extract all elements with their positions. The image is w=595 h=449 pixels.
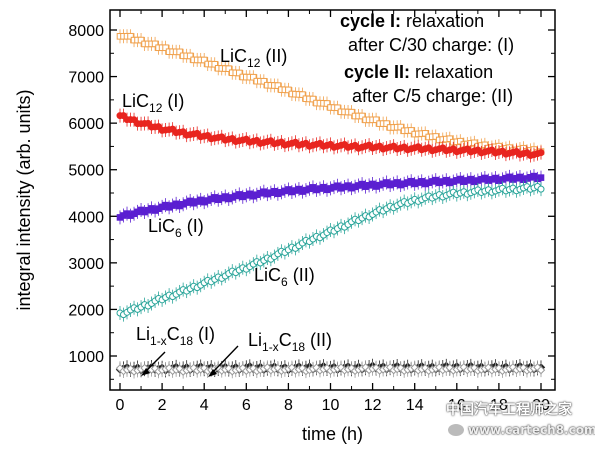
x-tick-label: 4 xyxy=(200,397,209,414)
data-point xyxy=(537,185,545,193)
data-point xyxy=(162,44,169,52)
x-axis: 0 2 4 6 8 10 12 14 16 18 20 xyxy=(116,10,550,414)
y-axis-title: integral intensity (arb. units) xyxy=(14,89,34,310)
data-point xyxy=(137,36,145,44)
x-tick-label: 14 xyxy=(406,397,424,414)
data-point xyxy=(115,364,125,373)
watermark-text: 中国汽车工程师之家 xyxy=(446,402,572,418)
data-point xyxy=(274,82,282,89)
series-lic6-i- xyxy=(116,169,545,225)
data-point xyxy=(334,104,341,112)
y-tick-label: 6000 xyxy=(68,116,104,133)
y-tick-label: 4000 xyxy=(68,209,104,226)
annotation-line: cycle I: relaxation xyxy=(340,11,484,31)
y-tick-label: 8000 xyxy=(68,23,104,40)
series-label-4: Li1-xC18 (I) xyxy=(136,324,215,348)
series-label-3: LiC6 (II) xyxy=(254,265,315,289)
series-lic12-i- xyxy=(116,108,545,163)
plot-frame xyxy=(109,9,556,391)
data-point xyxy=(372,116,380,124)
x-axis-title: time (h) xyxy=(302,424,363,444)
data-point xyxy=(383,120,390,127)
watermark-url: www.cartech8.com xyxy=(468,423,595,437)
y-axis: 1000 2000 3000 4000 5000 6000 7000 8000 xyxy=(68,23,555,380)
data-point xyxy=(435,363,444,372)
data-point xyxy=(421,130,429,137)
data-point xyxy=(260,77,268,85)
plot-area-border xyxy=(109,9,556,391)
y-tick-label: 7000 xyxy=(68,70,104,87)
data-point xyxy=(200,56,208,64)
series-labels: LiC12 (II) LiC12 (I) LiC6 (I) LiC6 (II) Li1-… xyxy=(122,46,332,377)
data-point xyxy=(536,365,546,375)
y-tick-label: 1000 xyxy=(68,349,104,366)
data-point xyxy=(309,95,317,103)
data-point xyxy=(150,364,160,373)
data-point xyxy=(407,127,415,134)
legend-annotation: cycle I: relaxation after C/30 charge: (I… xyxy=(340,11,514,106)
data-point xyxy=(299,91,306,98)
x-tick-label: 16 xyxy=(448,397,466,414)
data-point xyxy=(176,48,183,56)
arrow-line-ii xyxy=(211,345,239,374)
y-tick-label: 2000 xyxy=(68,302,104,319)
series-label-0: LiC12 (II) xyxy=(220,46,287,70)
y-tick-label: 5000 xyxy=(68,163,104,180)
series-label-2: LiC6 (I) xyxy=(148,216,204,240)
annotation-line: cycle II: relaxation xyxy=(344,62,493,82)
series-li1-xc18-ii- xyxy=(115,360,546,379)
y-tick-label: 3000 xyxy=(68,256,104,273)
wechat-icon xyxy=(448,424,464,436)
data-point xyxy=(225,65,233,72)
data-point xyxy=(358,112,366,120)
x-tick-label: 8 xyxy=(284,397,293,414)
data-point xyxy=(189,363,198,373)
data-point xyxy=(432,133,440,140)
data-point xyxy=(250,73,257,81)
x-tick-label: 6 xyxy=(242,397,251,414)
x-tick-label: 12 xyxy=(364,397,382,414)
data-point xyxy=(537,174,545,181)
annotation-line: after C/30 charge: (I) xyxy=(348,35,514,55)
data-point xyxy=(397,123,404,131)
data-point xyxy=(249,364,258,373)
data-point xyxy=(322,363,332,373)
series-label-5: Li1-xC18 (II) xyxy=(248,330,332,354)
data-point xyxy=(323,100,331,107)
data-point xyxy=(285,86,292,94)
arrow-line-i xyxy=(144,351,166,373)
data-point xyxy=(446,135,454,142)
x-tick-label: 0 xyxy=(116,397,125,414)
series-layer xyxy=(115,29,546,379)
data-point xyxy=(186,52,194,60)
data-point xyxy=(235,69,243,77)
x-tick-label: 2 xyxy=(158,397,167,414)
x-tick-label: 18 xyxy=(490,397,508,414)
x-tick-label: 10 xyxy=(322,397,340,414)
data-point xyxy=(348,108,355,116)
data-point xyxy=(211,60,219,68)
data-point xyxy=(421,363,430,373)
annotation-line: after C/5 charge: (II) xyxy=(352,86,513,106)
series-lic6-ii- xyxy=(116,179,545,322)
data-point xyxy=(537,149,545,157)
data-point xyxy=(151,40,159,48)
arrowhead-i xyxy=(141,368,150,376)
x-tick-label: 20 xyxy=(532,397,550,414)
arrowhead-ii xyxy=(208,369,217,377)
data-point xyxy=(312,363,321,372)
series-label-1: LiC12 (I) xyxy=(122,91,184,115)
data-point xyxy=(127,32,134,40)
